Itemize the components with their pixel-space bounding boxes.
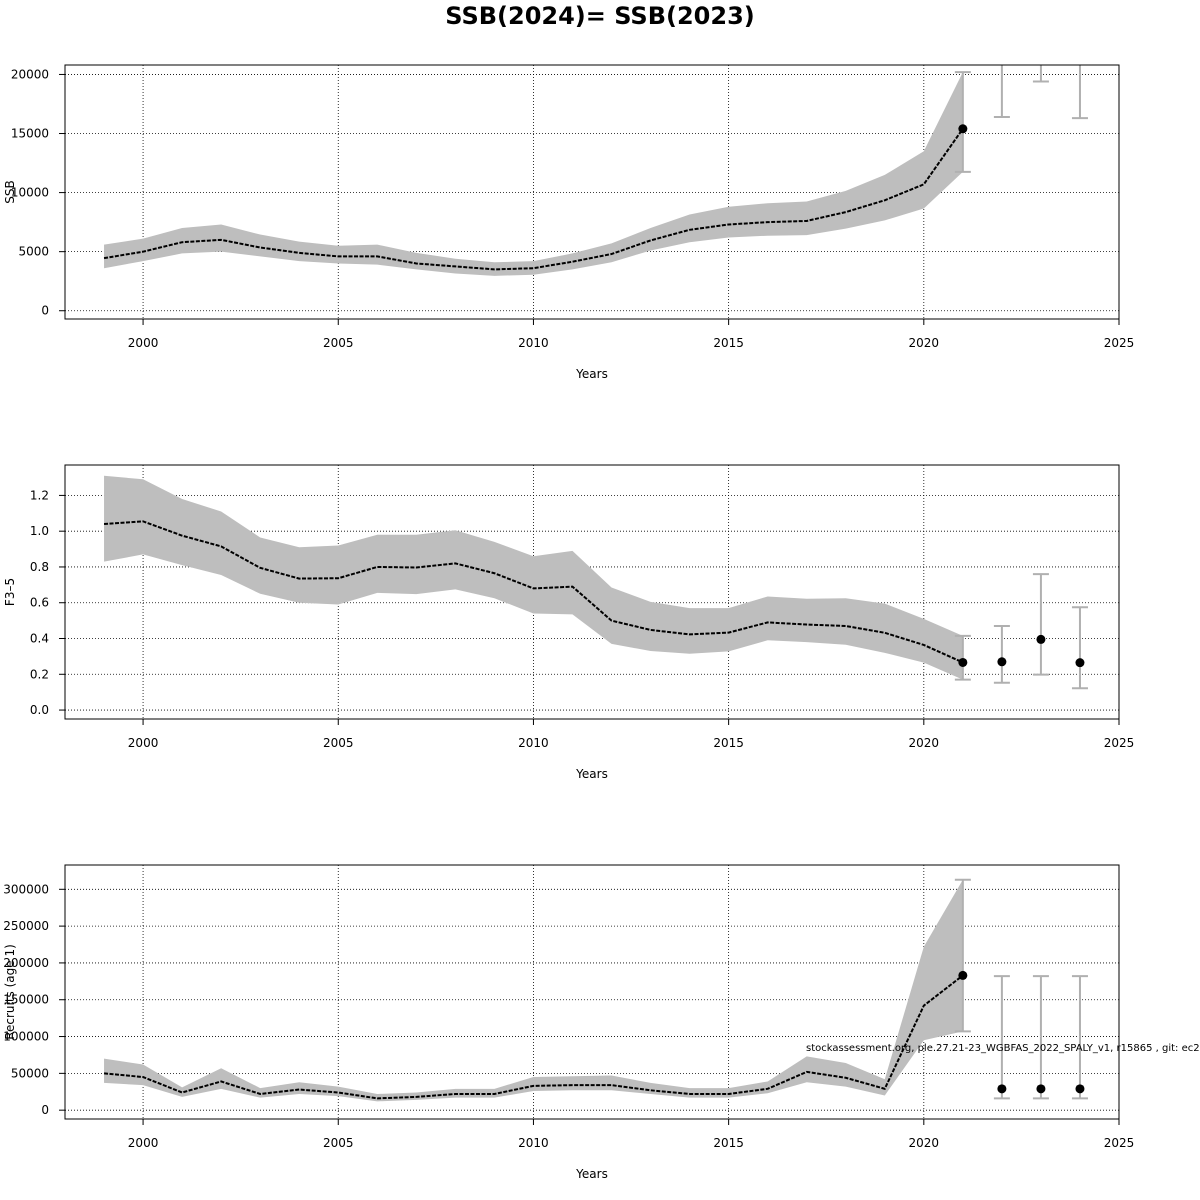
fbar-y-axis-label: F3–5 bbox=[3, 578, 17, 606]
ssb-y-tick-label: 10000 bbox=[11, 186, 49, 200]
fbar-x-tick-label: 2005 bbox=[323, 736, 354, 750]
fbar-y-tick-label: 0.6 bbox=[30, 596, 49, 610]
ssb-estimate-line bbox=[103, 128, 964, 271]
ssb-errorbar bbox=[993, 65, 1010, 118]
recruits-panel: 2000 2005 2010 2015 2020 2025 0 50000 100000 1500… bbox=[3, 864, 1135, 1181]
ssb-errorbar bbox=[1071, 65, 1088, 120]
recruits-x-tick-label: 2000 bbox=[128, 1136, 159, 1150]
recruits-y-tick-label: 200000 bbox=[3, 956, 49, 970]
fbar-y-tick-label: 1.2 bbox=[30, 488, 49, 502]
ssb-x-tick-label: 2000 bbox=[128, 336, 159, 350]
ssb-y-tick-label: 5000 bbox=[18, 245, 49, 259]
recruits-forecast-point bbox=[997, 1084, 1007, 1094]
fbar-errorbar bbox=[1032, 573, 1049, 676]
fbar-y-tick-label: 0.2 bbox=[30, 667, 49, 681]
recruits-y-tick-label: 100000 bbox=[3, 1030, 49, 1044]
ssb-x-tick-label: 2015 bbox=[713, 336, 744, 350]
ssb-panel: 2000 2005 2010 2015 2020 2025 0 5000 10000 15000 2… bbox=[3, 64, 1135, 381]
recruits-y-tick-label: 300000 bbox=[3, 882, 49, 896]
ssb-errorbar bbox=[954, 71, 971, 173]
fbar-confidence-band bbox=[104, 475, 963, 680]
fbar-x-tick-label: 2000 bbox=[128, 736, 159, 750]
fbar-errorbar bbox=[993, 624, 1010, 684]
chart-title: SSB(2024)= SSB(2023) bbox=[445, 2, 755, 30]
fbar-forecast-point bbox=[997, 657, 1007, 667]
recruits-x-tick-label: 2025 bbox=[1104, 1136, 1135, 1150]
recruits-x-axis-label: Years bbox=[575, 1167, 608, 1181]
fbar-y-tick-label: 1.0 bbox=[30, 524, 49, 538]
recruits-x-tick-label: 2005 bbox=[323, 1136, 354, 1150]
ssb-y-tick-label: 15000 bbox=[11, 127, 49, 141]
fbar-y-tick-label: 0.0 bbox=[30, 703, 49, 717]
recruits-y-tick-label: 150000 bbox=[3, 993, 49, 1007]
ssb-x-tick-label: 2025 bbox=[1104, 336, 1135, 350]
ssb-x-axis-label: Years bbox=[575, 367, 608, 381]
recruits-y-tick-label: 0 bbox=[41, 1103, 49, 1117]
recruits-errorbar bbox=[1032, 975, 1049, 1100]
recruits-errorbar bbox=[993, 975, 1010, 1100]
fbar-x-axis-label: Years bbox=[575, 767, 608, 781]
fbar-y-tick-label: 0.8 bbox=[30, 560, 49, 574]
fbar-plot-frame bbox=[64, 464, 1120, 720]
recruits-x-tick-label: 2015 bbox=[713, 1136, 744, 1150]
ssb-point bbox=[958, 124, 968, 134]
recruits-point bbox=[958, 970, 968, 980]
fbar-y-tick-label: 0.4 bbox=[30, 632, 49, 646]
recruits-y-axis-label: Recruits (age 1) bbox=[3, 944, 17, 1040]
recruits-confidence-band bbox=[104, 879, 963, 1102]
footnote: stockassessment.org, ple.27.21-23_WGBFAS… bbox=[806, 1043, 1200, 1054]
recruits-plot-frame bbox=[64, 864, 1120, 1120]
ssb-plot-frame bbox=[64, 64, 1120, 320]
chart-panels: 2000 2005 2010 2015 2020 2025 0 5000 10000 15000 2… bbox=[3, 64, 1135, 1181]
recruits-forecast-point bbox=[1075, 1084, 1085, 1094]
ssb-y-axis-label: SSB bbox=[3, 180, 17, 203]
recruits-estimate-line bbox=[103, 974, 964, 1100]
recruits-errorbar bbox=[1071, 975, 1088, 1100]
fbar-estimate-line bbox=[103, 520, 964, 664]
recruits-y-tick-label: 250000 bbox=[3, 919, 49, 933]
ssb-y-tick-label: 0 bbox=[41, 304, 49, 318]
ssb-y-tick-label: 20000 bbox=[11, 67, 49, 81]
fbar-errorbar bbox=[954, 634, 971, 681]
fbar-errorbar bbox=[1071, 606, 1088, 690]
recruits-errorbar bbox=[954, 878, 971, 1033]
fbar-x-tick-label: 2025 bbox=[1104, 736, 1135, 750]
recruits-x-tick-label: 2020 bbox=[909, 1136, 940, 1150]
fbar-forecast-point bbox=[1075, 658, 1085, 668]
ssb-x-tick-label: 2010 bbox=[518, 336, 549, 350]
fbar-x-tick-label: 2015 bbox=[713, 736, 744, 750]
fbar-panel: 2000 2005 2010 2015 2020 2025 0.0 0.2 0.4 0.6 0.8 1… bbox=[3, 464, 1135, 781]
ssb-confidence-band bbox=[104, 72, 963, 276]
fbar-x-tick-label: 2020 bbox=[909, 736, 940, 750]
recruits-forecast-point bbox=[1036, 1084, 1046, 1094]
ssb-x-tick-label: 2005 bbox=[323, 336, 354, 350]
ssb-errorbar bbox=[1032, 65, 1049, 83]
recruits-x-tick-label: 2010 bbox=[518, 1136, 549, 1150]
recruits-y-tick-label: 50000 bbox=[11, 1066, 49, 1080]
fbar-x-tick-label: 2010 bbox=[518, 736, 549, 750]
fbar-forecast-point bbox=[1036, 634, 1046, 644]
ssb-x-tick-label: 2020 bbox=[909, 336, 940, 350]
fbar-point bbox=[958, 657, 968, 667]
